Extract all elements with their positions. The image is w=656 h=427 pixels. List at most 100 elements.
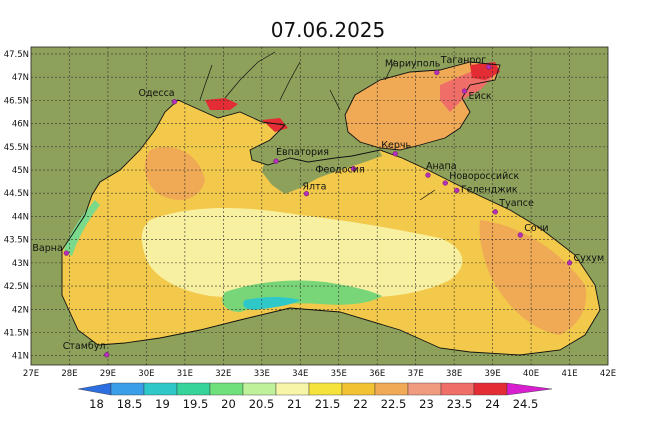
colorbar-label: 20.5 <box>249 397 275 411</box>
lon-tick-label: 29E <box>100 369 116 379</box>
city-label: Сочи <box>524 223 548 234</box>
longitude-tick-labels: 27E 28E 29E 30E 31E 32E 33E 34E 35E 36E 37E 38E 39E 4… <box>23 369 616 379</box>
lon-tick-label: 31E <box>177 369 193 379</box>
lat-tick-label: 46N <box>12 120 29 130</box>
lon-tick-label: 33E <box>254 369 270 379</box>
lat-tick-label: 44N <box>12 212 29 222</box>
city-markers: Одесса Варна Стамбул Евпатория Ялта Феодосия К… <box>32 55 605 358</box>
colorbar-segment <box>341 382 376 396</box>
city-label: Новороссийск <box>449 171 519 182</box>
colorbar-segment <box>440 382 475 396</box>
lat-tick-label: 42.5N <box>4 282 29 292</box>
city-label: Ялта <box>302 182 326 193</box>
crimea-peninsula <box>262 148 382 194</box>
colorbar-label: 20 <box>221 397 236 411</box>
colorbar-segment-max <box>506 382 553 396</box>
colorbar-segment <box>308 382 343 396</box>
colorbar-label: 18 <box>89 397 104 411</box>
colorbar-label: 19 <box>155 397 170 411</box>
lat-tick-label: 46.5N <box>4 96 29 106</box>
lon-tick-label: 30E <box>138 369 154 379</box>
city-label: Сухум <box>574 253 605 264</box>
colorbar-label: 21 <box>287 397 302 411</box>
city-label: Таганрог <box>440 55 486 66</box>
city-label: Керчь <box>381 140 411 151</box>
colorbar-segment <box>209 382 244 396</box>
city-marker-dot <box>566 260 573 266</box>
temperature-colorbar: 18 18.5 19 19.5 20 20.5 21 21.5 22 22.5 23 23.5 24 24… <box>77 382 553 411</box>
colorbar-label: 24.5 <box>513 397 539 411</box>
city-marker-dot <box>350 165 357 172</box>
lat-tick-label: 43.5N <box>4 236 29 246</box>
latitude-tick-labels: 47.5N 47N 46.5N 46N 45.5N 45N 44.5N 44N 43.5N 43N… <box>4 50 29 362</box>
coastline <box>61 99 601 356</box>
river-lines <box>199 51 436 201</box>
lat-tick-label: 41.5N <box>4 329 29 339</box>
lat-tick-label: 45N <box>12 166 29 176</box>
city-marker-dot <box>63 250 70 256</box>
azov-coastline <box>344 61 501 151</box>
lon-tick-label: 34E <box>292 369 308 379</box>
city-marker-dot <box>492 209 498 215</box>
city-marker-dot <box>303 191 310 197</box>
map-title: 07.06.2025 <box>270 18 386 42</box>
lat-tick-label: 44.5N <box>4 189 29 199</box>
central-cool-water <box>141 208 463 298</box>
colorbar-label: 23 <box>419 397 434 411</box>
lon-tick-label: 32E <box>215 369 231 379</box>
city-label: Феодосия <box>315 165 364 176</box>
city-marker-dot <box>461 88 468 94</box>
colorbar-label: 19.5 <box>183 397 209 411</box>
city-marker-dot <box>434 69 440 76</box>
lat-tick-label: 43N <box>12 259 29 269</box>
colorbar-segment <box>242 382 277 396</box>
northwest-warm-patch <box>144 146 205 200</box>
colorbar-label: 24 <box>485 397 500 411</box>
colorbar-segment <box>110 382 145 396</box>
colorbar-label: 22.5 <box>381 397 407 411</box>
city-marker-dot <box>273 158 279 164</box>
colorbar-segment <box>275 382 310 396</box>
lon-tick-label: 36E <box>369 369 385 379</box>
southern-cool-strip <box>243 297 300 310</box>
city-label: Варна <box>32 243 62 254</box>
lon-tick-label: 35E <box>331 369 347 379</box>
lon-tick-label: 41E <box>561 369 577 379</box>
city-label: Анапа <box>426 161 457 172</box>
city-marker-dot <box>442 180 448 186</box>
city-marker-dot <box>486 64 492 70</box>
lon-tick-label: 40E <box>523 369 539 379</box>
city-label: Евпатория <box>276 147 329 158</box>
city-label: Туапсе <box>498 198 534 209</box>
city-label: Геленджик <box>461 184 518 195</box>
lat-tick-label: 42N <box>12 305 29 315</box>
lon-tick-label: 28E <box>61 369 77 379</box>
azov-warm-east <box>440 72 495 112</box>
colorbar-label: 21.5 <box>315 397 341 411</box>
dnieper-hot-area <box>205 98 238 110</box>
eastern-warm-patch <box>479 220 587 335</box>
city-marker-dot <box>104 352 110 358</box>
city-marker-dot <box>171 99 178 105</box>
city-label: Стамбул <box>63 341 106 352</box>
colorbar-label: 18.5 <box>117 397 143 411</box>
city-label: Ейск <box>469 91 492 102</box>
lat-lon-grid <box>31 47 608 365</box>
colorbar-segment <box>143 382 178 396</box>
lon-tick-label: 42E <box>600 369 616 379</box>
lat-tick-label: 41N <box>12 352 29 362</box>
lon-tick-label: 39E <box>485 369 501 379</box>
city-label: Мариуполь <box>385 59 441 70</box>
map-frame <box>30 46 609 366</box>
colorbar-segment <box>473 382 508 396</box>
city-marker-dot <box>454 187 460 194</box>
colorbar-segment-min <box>77 382 112 396</box>
city-label: Одесса <box>138 88 174 99</box>
city-marker-dot <box>425 172 431 178</box>
lon-tick-label: 27E <box>23 369 39 379</box>
western-coastal-band <box>64 200 100 256</box>
colorbar-segment <box>176 382 211 396</box>
lat-tick-label: 45.5N <box>4 143 29 153</box>
city-marker-dot <box>392 151 398 157</box>
